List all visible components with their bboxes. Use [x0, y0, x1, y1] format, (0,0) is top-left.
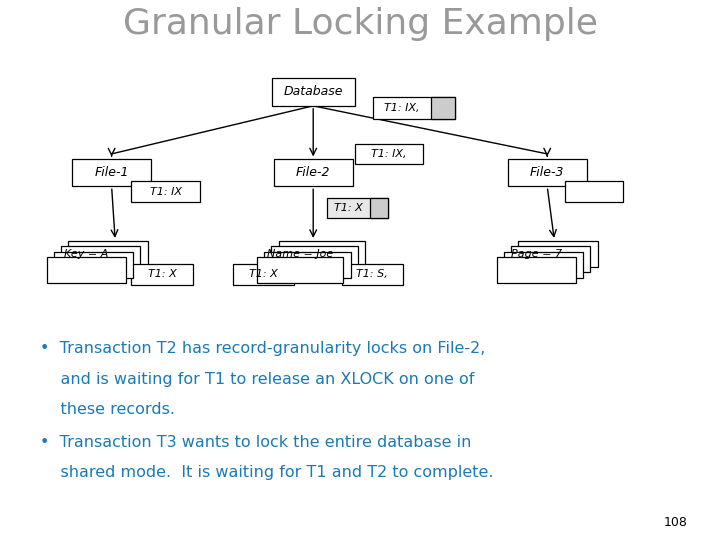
Text: T1: IX,: T1: IX, [371, 149, 407, 159]
Bar [511, 246, 590, 272]
Bar [274, 159, 353, 186]
Bar [355, 144, 423, 164]
Bar [61, 246, 140, 272]
Bar [508, 159, 587, 186]
Text: File-3: File-3 [530, 166, 564, 179]
Bar [370, 198, 389, 218]
Text: File-1: File-1 [94, 166, 129, 179]
Text: T1: S,: T1: S, [356, 269, 388, 279]
Bar [565, 181, 623, 202]
Text: 108: 108 [664, 516, 688, 529]
Bar [271, 246, 358, 272]
Bar [233, 264, 294, 285]
Text: •  Transaction T3 wants to lock the entire database in: • Transaction T3 wants to lock the entir… [40, 435, 471, 450]
Text: T1: X: T1: X [249, 269, 278, 279]
Bar [47, 257, 126, 283]
Bar [497, 257, 576, 283]
Bar [279, 241, 365, 267]
Bar [272, 78, 355, 106]
Bar [264, 252, 351, 278]
Text: T1: X: T1: X [148, 269, 176, 279]
Bar [327, 198, 389, 218]
Text: File-2: File-2 [296, 166, 330, 179]
Bar [132, 181, 199, 202]
Bar [504, 252, 583, 278]
Text: Key = A: Key = A [64, 249, 109, 259]
Bar [518, 241, 598, 267]
Bar [431, 97, 455, 119]
Text: shared mode.  It is waiting for T1 and T2 to complete.: shared mode. It is waiting for T1 and T2… [40, 465, 493, 480]
Text: Granular Locking Example: Granular Locking Example [122, 8, 598, 41]
Text: T1: IX,: T1: IX, [384, 103, 419, 113]
Bar [342, 264, 403, 285]
Text: Name = Joe: Name = Joe [267, 249, 333, 259]
Text: Database: Database [284, 85, 343, 98]
Bar [257, 257, 343, 283]
Bar [132, 264, 193, 285]
Text: Page = 7: Page = 7 [510, 249, 562, 259]
Text: and is waiting for T1 to release an XLOCK on one of: and is waiting for T1 to release an XLOC… [40, 372, 474, 387]
Text: these records.: these records. [40, 402, 174, 417]
Text: •  Transaction T2 has record-granularity locks on File-2,: • Transaction T2 has record-granularity … [40, 341, 485, 356]
Text: T1: IX: T1: IX [150, 187, 181, 197]
Bar [373, 97, 455, 119]
Bar [54, 252, 133, 278]
Bar [68, 241, 148, 267]
Bar [72, 159, 151, 186]
Text: T1: X: T1: X [334, 203, 363, 213]
